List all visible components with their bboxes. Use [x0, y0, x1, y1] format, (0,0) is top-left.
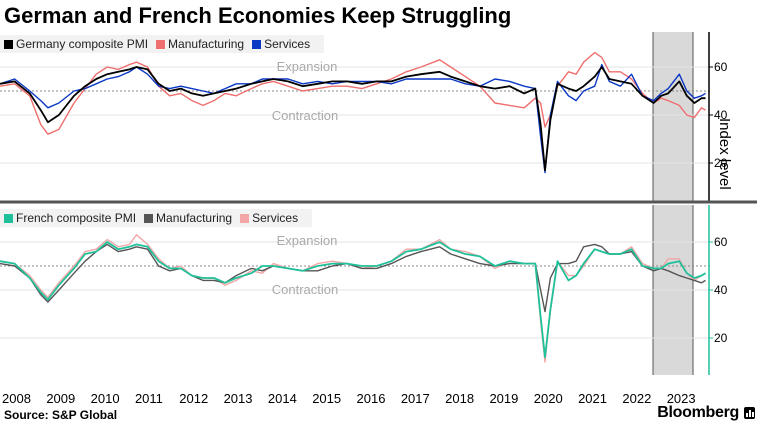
- x-tick-label: 2019: [489, 391, 518, 406]
- x-tick-label: 2010: [91, 391, 120, 406]
- x-tick-label: 2015: [312, 391, 341, 406]
- germany-annotation-expansion: Expansion: [277, 59, 338, 74]
- y-tick-label: 60: [714, 60, 728, 74]
- legend-label: Services: [252, 211, 299, 225]
- y-axis-label: Index level: [716, 118, 733, 190]
- legend-label: Manufacturing: [156, 211, 233, 225]
- y-tick-label: 40: [714, 283, 728, 297]
- germany-legend: Germany composite PMI Manufacturing Serv…: [0, 35, 325, 53]
- germany-manufacturing-line: [0, 51, 706, 135]
- x-tick-label: 2014: [268, 391, 297, 406]
- y-tick-label: 20: [714, 156, 728, 170]
- legend-swatch-germany-manufacturing: [156, 39, 166, 49]
- y-tick-label: 20: [714, 331, 728, 345]
- y-tick-label: 60: [714, 235, 728, 249]
- germany-panel: Expansion Contraction 20 40 60: [0, 32, 728, 201]
- france-composite-line: [0, 241, 706, 359]
- germany-gridlines: [0, 66, 710, 164]
- legend-item-germany-composite: Germany composite PMI: [4, 37, 148, 51]
- x-tick-label: 2016: [357, 391, 386, 406]
- france-annotation-contraction: Contraction: [272, 282, 338, 297]
- x-tick-label: 2020: [534, 391, 563, 406]
- x-tick-label: 2012: [179, 391, 208, 406]
- france-legend: French composite PMI Manufacturing Servi…: [0, 209, 313, 227]
- legend-item-france-manufacturing: Manufacturing: [144, 211, 232, 225]
- france-y-ticks: 20 40 60: [709, 235, 728, 345]
- legend-swatch-france-services: [240, 213, 250, 223]
- x-tick-label: 2009: [46, 391, 75, 406]
- x-tick-label: 2011: [135, 391, 163, 406]
- bloomberg-chart-icon: [744, 407, 755, 419]
- x-tick-label: 2021: [578, 391, 607, 406]
- chart-title: German and French Economies Keep Struggl…: [4, 3, 512, 28]
- legend-item-germany-services: Services: [252, 37, 310, 51]
- france-annotation-expansion: Expansion: [277, 233, 338, 248]
- germany-y-ticks: 20 40 60: [709, 60, 728, 170]
- germany-annotation-contraction: Contraction: [272, 108, 338, 123]
- x-tick-label: 2022: [622, 391, 651, 406]
- x-tick-label: 2013: [224, 391, 253, 406]
- france-services-line: [0, 234, 706, 363]
- x-tick-label: 2017: [401, 391, 430, 406]
- x-tick-label: 2008: [2, 391, 31, 406]
- legend-item-germany-manufacturing: Manufacturing: [156, 37, 244, 51]
- france-manufacturing-line: [0, 243, 706, 313]
- france-series-group: [0, 234, 706, 363]
- france-panel: Expansion Contraction 20 40 60: [0, 205, 728, 375]
- x-axis-ticks: 2008 2009 2010 2011 2012 2013 2014 2015 2016 2017…: [2, 391, 696, 406]
- legend-label: Germany composite PMI: [16, 37, 149, 51]
- legend-label: Services: [264, 37, 311, 51]
- legend-item-france-composite: French composite PMI: [4, 211, 136, 225]
- legend-swatch-germany-composite: [4, 39, 13, 49]
- germany-shaded-period: [653, 32, 693, 201]
- y-tick-label: 40: [714, 108, 728, 122]
- source-note: Source: S&P Global: [4, 408, 118, 422]
- legend-label: Manufacturing: [168, 37, 245, 51]
- legend-swatch-france-composite: [4, 213, 13, 223]
- france-gridlines: [0, 241, 710, 339]
- germany-series-group: [0, 51, 706, 174]
- x-tick-label: 2023: [667, 391, 696, 406]
- x-tick-label: 2018: [445, 391, 474, 406]
- legend-swatch-france-manufacturing: [144, 213, 154, 223]
- legend-label: French composite PMI: [16, 211, 137, 225]
- legend-item-france-services: Services: [240, 211, 298, 225]
- legend-swatch-germany-services: [252, 39, 262, 49]
- brand-name: Bloomberg: [657, 404, 739, 421]
- germany-services-line: [0, 63, 706, 174]
- germany-composite-line: [0, 66, 706, 172]
